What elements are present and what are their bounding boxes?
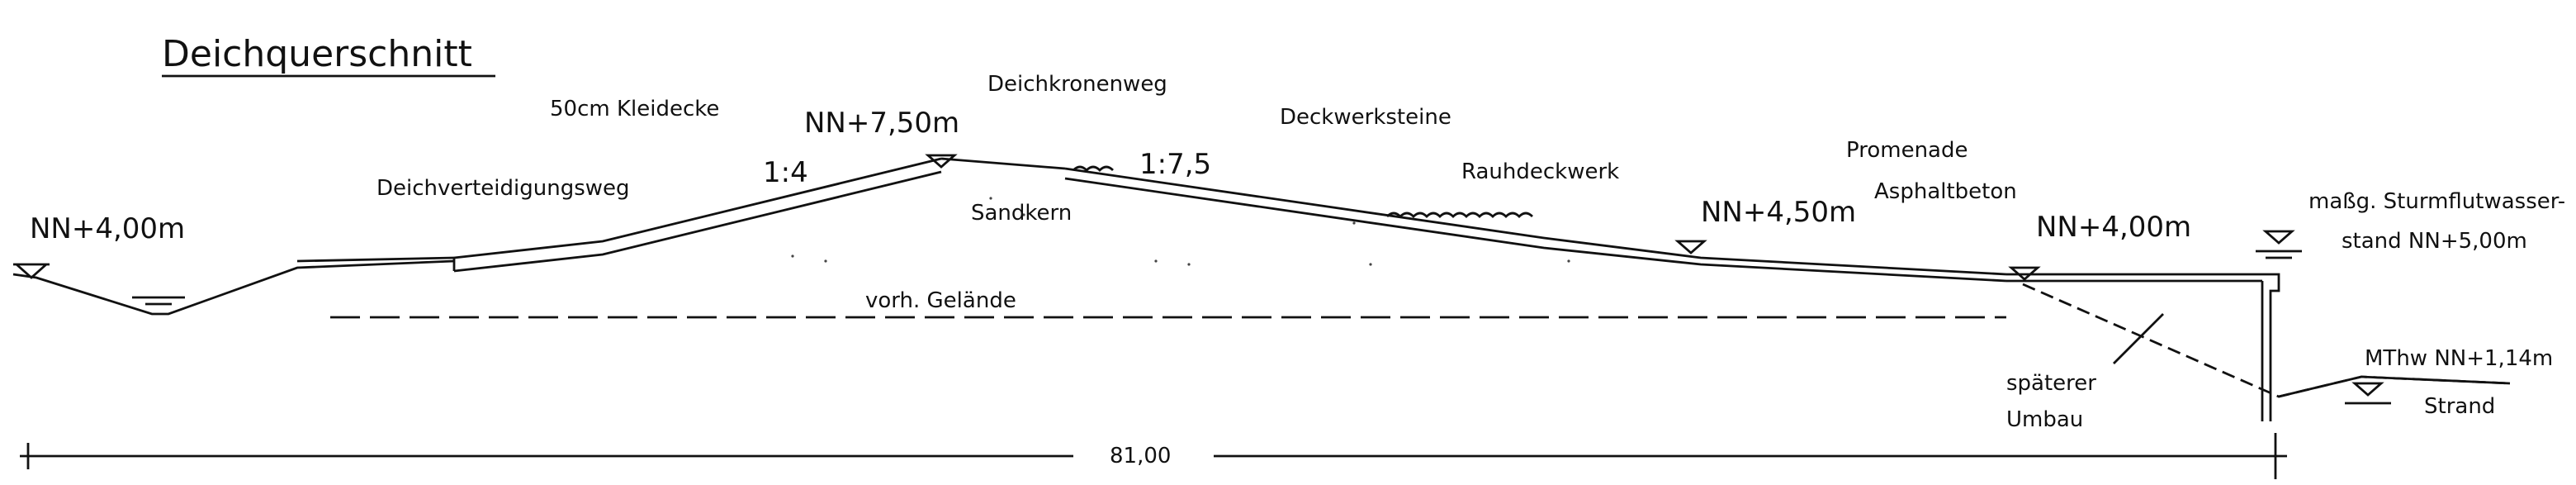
label: stand NN+5,00m xyxy=(2342,229,2527,254)
label: Rauhdeckwerk xyxy=(1461,159,1619,184)
label: vorh. Gelände xyxy=(865,288,1016,313)
label: maßg. Sturmflutwasser- xyxy=(2308,189,2565,214)
dimension-label: 81,00 xyxy=(1110,444,1171,468)
label: Deckwerksteine xyxy=(1280,105,1451,130)
level-markers xyxy=(13,154,2391,405)
title: Deichquerschnitt xyxy=(162,33,472,75)
structure xyxy=(2006,273,2280,421)
stones xyxy=(1073,165,1533,218)
label: Umbau xyxy=(2006,407,2083,432)
level-label: NN+4,50m xyxy=(1701,196,1856,229)
outer-slope xyxy=(1064,167,2007,276)
slope-label: 1:4 xyxy=(763,156,808,189)
label: Strand xyxy=(2424,394,2495,419)
beach xyxy=(2278,375,2511,398)
label: Deichverteidigungsweg xyxy=(376,176,630,201)
clay-layer xyxy=(453,170,942,273)
label: 50cm Kleidecke xyxy=(550,97,719,121)
level-label: NN+4,00m xyxy=(2036,211,2191,244)
sand-dots xyxy=(791,197,1570,266)
level-label: NN+7,50m xyxy=(804,107,959,140)
leader xyxy=(2113,313,2164,364)
level-label: NN+4,00m xyxy=(30,212,185,245)
slope-label: 1:7,5 xyxy=(1139,148,1211,181)
label: Promenade xyxy=(1846,138,1968,163)
label: Asphaltbeton xyxy=(1874,179,2017,204)
outer-layer xyxy=(1064,177,2007,283)
crest xyxy=(940,157,1066,170)
inner-slope xyxy=(453,157,942,259)
label: MThw NN+1,14m xyxy=(2365,346,2553,371)
label: späterer xyxy=(2006,371,2096,396)
road xyxy=(296,256,455,263)
label: Sandkern xyxy=(971,201,1072,226)
label: Deichkronenweg xyxy=(987,72,1167,97)
